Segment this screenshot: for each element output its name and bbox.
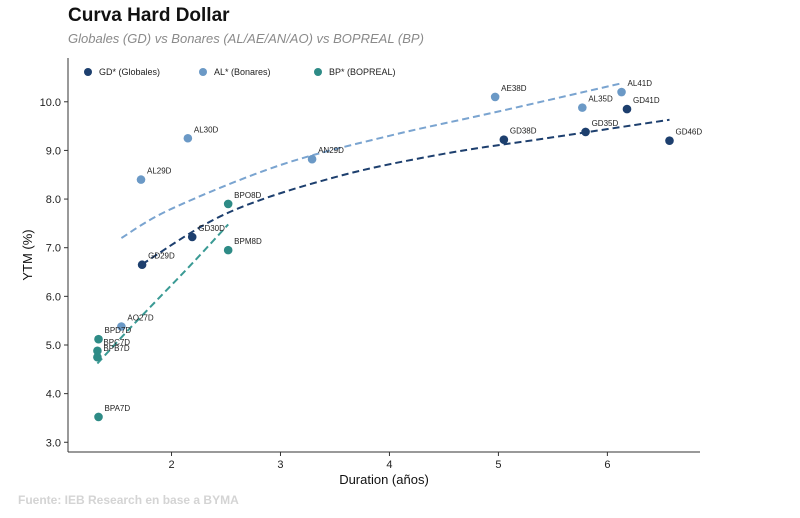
- data-point: [617, 87, 626, 97]
- legend-label: AL* (Bonares): [214, 67, 271, 77]
- point-label: AL29D: [147, 167, 172, 176]
- trend-line-0: [141, 118, 670, 266]
- trend-line-2: [96, 223, 229, 365]
- data-point: [665, 136, 674, 145]
- data-point: [223, 245, 233, 255]
- point-labels: GD29D GD30D GD38D GD35D GD41D GD46D AO27D AL29D…: [103, 79, 702, 413]
- data-point: [499, 135, 509, 145]
- data-point: [622, 104, 632, 114]
- y-tick-label: 5.0: [46, 340, 61, 352]
- y-tick-label: 6.0: [46, 291, 61, 303]
- data-point: [581, 127, 590, 137]
- data-point: [136, 175, 146, 184]
- trend-line-1: [120, 82, 622, 239]
- x-tick-label: 4: [386, 459, 392, 471]
- y-tick-label: 4.0: [46, 389, 61, 401]
- legend: GD* (Globales) AL* (Bonares) BP* (BOPREAL): [84, 67, 396, 77]
- data-point: [93, 346, 102, 356]
- x-tick-label: 3: [277, 459, 283, 471]
- y-axis-label: YTM (%): [20, 229, 35, 280]
- x-tick-label: 6: [604, 459, 610, 471]
- source-note: Fuente: IEB Research en base a BYMA: [18, 493, 239, 507]
- data-point: [137, 260, 147, 270]
- x-axis-label: Duration (años): [339, 472, 429, 487]
- point-label: AO27D: [127, 314, 153, 323]
- y-tick-label: 7.0: [46, 243, 61, 255]
- point-label: AL35D: [588, 95, 613, 104]
- point-label: BPD7D: [105, 326, 132, 335]
- y-tick-label: 10.0: [40, 97, 61, 109]
- point-label: BPB7D: [103, 344, 129, 353]
- trend-lines: [96, 82, 670, 365]
- y-tick-label: 9.0: [46, 145, 61, 157]
- y-tick-label: 3.0: [46, 437, 61, 449]
- data-point: [93, 352, 102, 362]
- axes: 3.0 4.0 5.0 6.0 7.0 8.0 9.0 10.0 2 3 4 5 6 Duration (…: [20, 58, 700, 487]
- data-point: [94, 334, 103, 344]
- data-point: [187, 232, 197, 242]
- x-tick-label: 2: [168, 459, 174, 471]
- data-point: [94, 412, 103, 422]
- chart-subtitle: Globales (GD) vs Bonares (AL/AE/AN/AO) v…: [68, 31, 424, 46]
- data-point: [578, 103, 587, 112]
- point-label: GD30D: [198, 224, 225, 233]
- point-label: BPO8D: [234, 191, 261, 200]
- legend-label: GD* (Globales): [99, 67, 160, 77]
- y-tick-label: 8.0: [46, 194, 61, 206]
- point-label: GD41D: [633, 96, 660, 105]
- point-label: BPC7D: [103, 338, 130, 347]
- legend-marker: [199, 68, 207, 76]
- chart-title: Curva Hard Dollar: [68, 5, 230, 26]
- data-point: [307, 154, 317, 164]
- point-label: AL30D: [194, 125, 219, 134]
- legend-marker: [84, 68, 92, 76]
- legend-label: BP* (BOPREAL): [329, 67, 396, 77]
- point-label: AL41D: [628, 79, 653, 88]
- point-label: BPA7D: [105, 404, 131, 413]
- data-point: [183, 133, 193, 143]
- legend-marker: [314, 68, 322, 76]
- point-label: GD29D: [148, 252, 175, 261]
- point-label: AE38D: [501, 84, 527, 93]
- data-point: [490, 92, 500, 102]
- data-point: [223, 199, 233, 209]
- point-label: GD46D: [675, 128, 702, 137]
- point-label: AN29D: [318, 146, 344, 155]
- point-label: GD35D: [592, 119, 619, 128]
- point-label: GD38D: [510, 127, 537, 136]
- data-point: [117, 322, 126, 331]
- data-points: [93, 87, 674, 422]
- point-label: BPM8D: [234, 237, 262, 246]
- x-tick-label: 5: [495, 459, 501, 471]
